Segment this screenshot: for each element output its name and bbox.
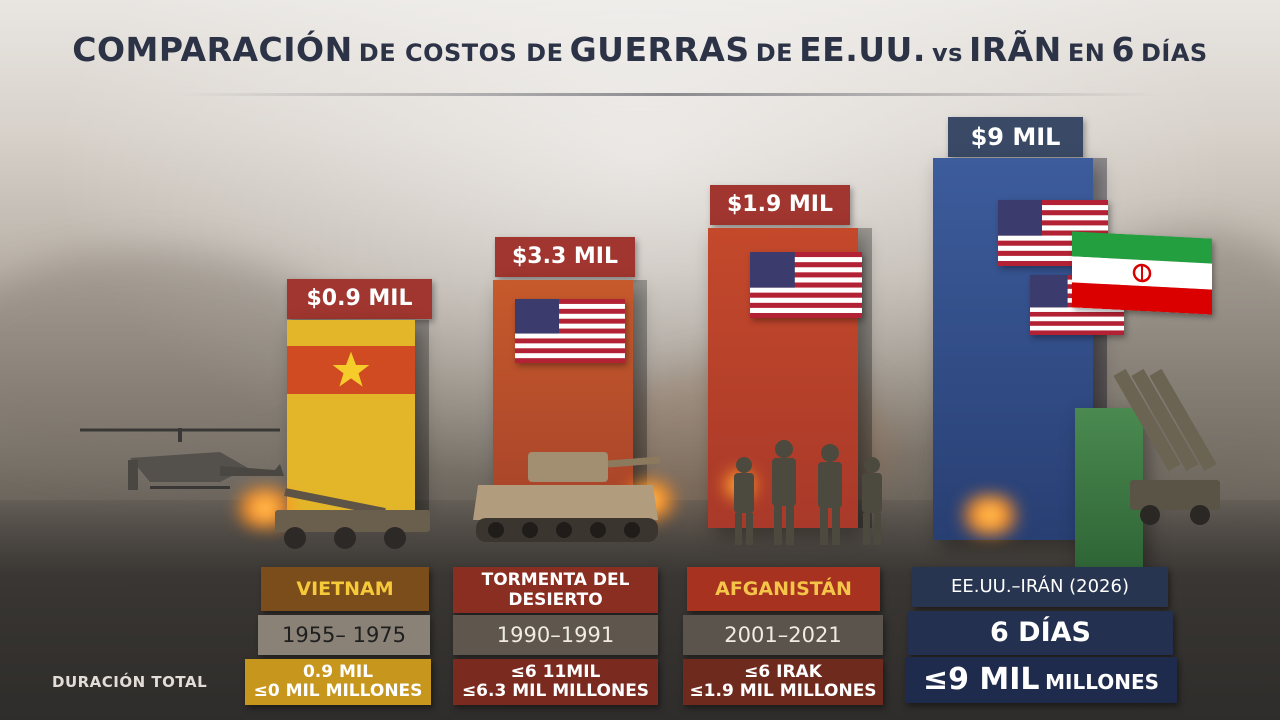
- missile-launcher-icon: [1113, 368, 1220, 525]
- us-flag-icon: [515, 299, 625, 363]
- total-duration-label: DURACIÓN TOTAL: [52, 673, 208, 691]
- vietnam-flag-emblem: [287, 346, 415, 394]
- desert-storm-amount-label: $3.3 MIL: [495, 237, 635, 277]
- afghanistan-years-label: 2001–2021: [683, 615, 883, 655]
- title-divider: [180, 93, 1160, 96]
- desert-storm-years-label: 1990–1991: [453, 615, 658, 655]
- helicopter-icon: [80, 428, 284, 490]
- vietnam-cost-label: 0.9 MIL ≤0 MIL MILLONES: [245, 659, 431, 705]
- iran-duration-label: 6 DÍAS: [908, 611, 1173, 655]
- vietnam-amount-label: $0.9 MIL: [287, 279, 432, 319]
- afghanistan-amount-label: $1.9 MIL: [710, 185, 850, 225]
- desert-storm-cost-label: ≤6 11MIL ≤6.3 MIL MILLONES: [453, 659, 658, 705]
- vietnam-years-label: 1955– 1975: [258, 615, 430, 655]
- soldiers-icon: [734, 440, 882, 545]
- us-flag-icon: [750, 252, 862, 318]
- afghanistan-cost-label: ≤6 IRAK ≤1.9 MIL MILLONES: [683, 659, 883, 705]
- artillery-vehicle-icon: [275, 488, 430, 549]
- tank-icon: [473, 452, 661, 542]
- iran-amount-label: $9 MIL: [948, 117, 1083, 157]
- star-icon: [332, 351, 370, 387]
- iran-flag-icon: [1072, 231, 1212, 315]
- afghanistan-name-label: AFGANISTÁN: [687, 567, 880, 611]
- vietnam-bar: [287, 320, 429, 510]
- iran-name-label: EE.UU.–IRÁN (2026): [912, 567, 1168, 607]
- desert-storm-name-label: TORMENTA DEL DESIERTO: [453, 567, 658, 613]
- iran-cost-label: ≤9 MIL MILLONES: [905, 657, 1177, 703]
- vietnam-name-label: VIETNAM: [261, 567, 429, 611]
- explosion-fire: [955, 495, 1025, 535]
- page-title: COMPARACIÓN DE COSTOS DE GUERRAS DE EE.U…: [72, 30, 1208, 69]
